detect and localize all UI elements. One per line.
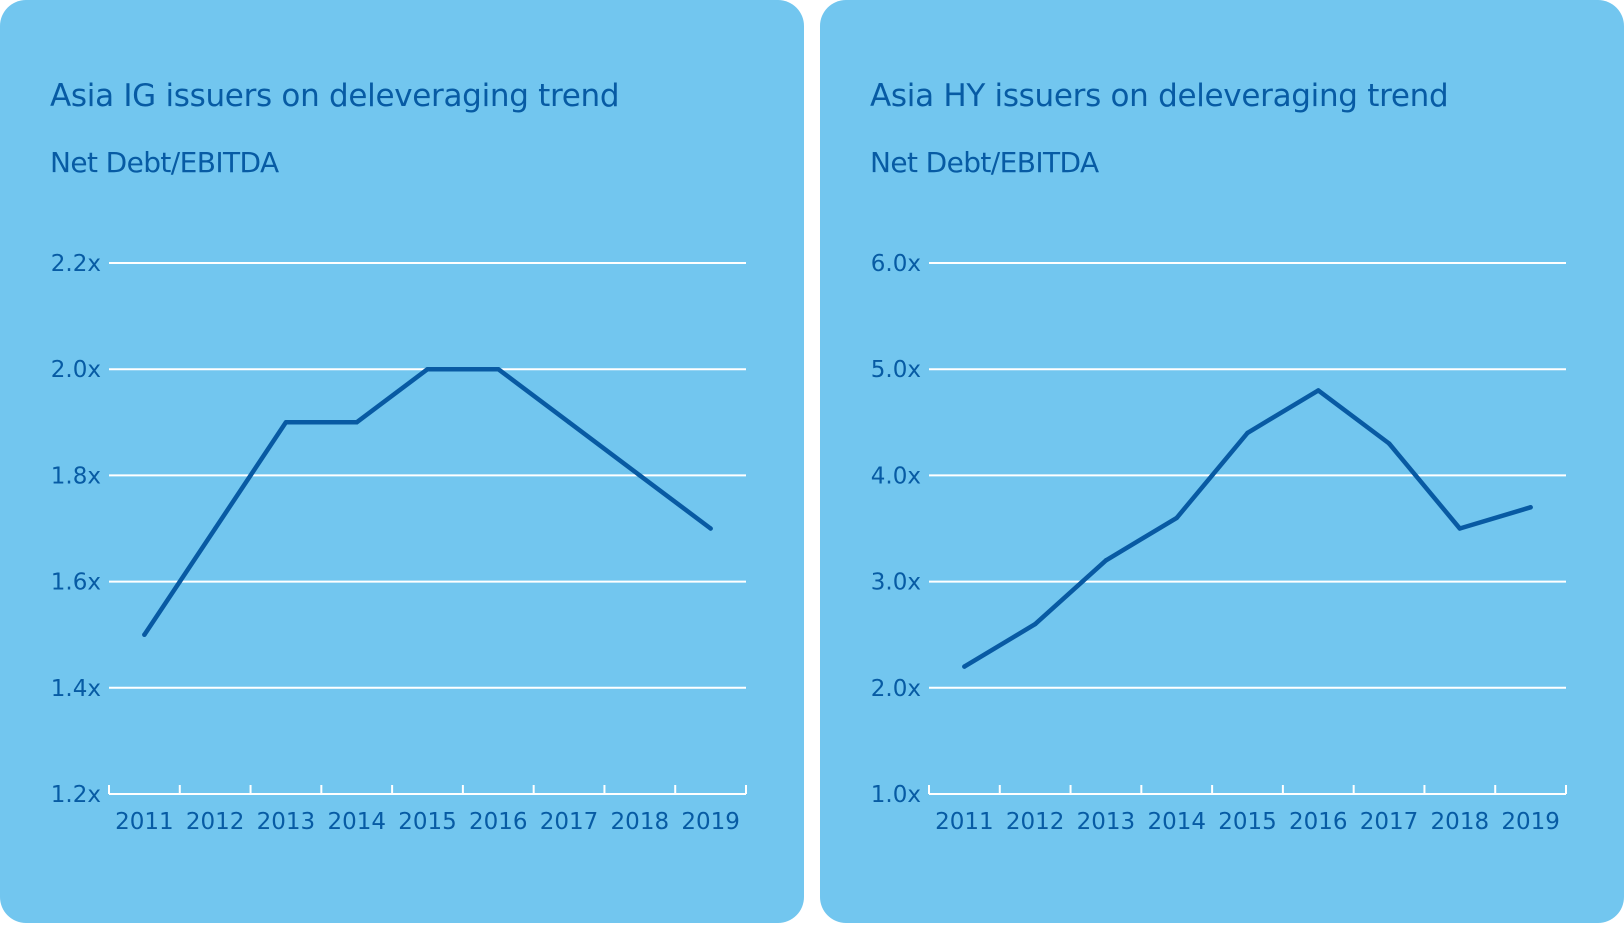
x-tick-label: 2018 (611, 809, 670, 835)
x-tick-label: 2019 (681, 809, 740, 835)
x-tick-label: 2017 (540, 809, 599, 835)
data-point (1103, 558, 1109, 563)
data-point (425, 367, 430, 372)
data-point (1032, 621, 1038, 627)
hy-chart-panel: Asia HY issuers on deleveraging trend Ne… (820, 0, 1624, 923)
y-tick-label: 1.6x (51, 570, 101, 596)
x-tick-label: 2015 (398, 809, 457, 835)
data-point (1386, 441, 1392, 446)
y-tick-label: 5.0x (871, 357, 921, 383)
x-tick-label: 2019 (1501, 809, 1560, 835)
y-tick-label: 4.0x (871, 463, 921, 489)
y-tick-label: 2.0x (51, 357, 101, 383)
x-tick-label: 2015 (1218, 809, 1277, 835)
y-tick-label: 1.2x (51, 782, 101, 808)
y-tick-label: 1.8x (51, 463, 101, 489)
data-point (566, 420, 572, 425)
y-tick-label: 1.4x (51, 676, 101, 702)
data-point (1457, 526, 1463, 531)
ig-chart-panel: Asia IG issuers on deleveraging trend Ne… (0, 0, 804, 923)
y-tick-label: 3.0x (871, 570, 921, 596)
x-tick-label: 2011 (935, 809, 994, 835)
x-tick-label: 2016 (469, 809, 528, 835)
x-tick-label: 2016 (1289, 809, 1348, 835)
chart-subtitle: Net Debt/EBITDA (870, 146, 1099, 179)
y-tick-label: 6.0x (871, 251, 921, 277)
x-tick-label: 2013 (1077, 809, 1136, 835)
x-tick-label: 2012 (186, 809, 245, 835)
chart-title: Asia HY issuers on deleveraging trend (870, 78, 1449, 114)
data-point (1245, 430, 1250, 436)
data-point (496, 367, 501, 372)
data-point (283, 420, 289, 425)
x-tick-label: 2014 (1147, 809, 1206, 835)
data-point (1174, 515, 1179, 521)
y-tick-label: 2.2x (51, 251, 101, 277)
data-point (142, 632, 147, 637)
data-point (1528, 505, 1533, 510)
x-tick-label: 2012 (1006, 809, 1065, 835)
chart-title: Asia IG issuers on deleveraging trend (50, 78, 620, 114)
data-point (212, 526, 218, 531)
y-tick-label: 2.0x (871, 676, 921, 702)
x-tick-label: 2013 (257, 809, 316, 835)
data-point (708, 526, 713, 531)
x-tick-label: 2018 (1431, 809, 1490, 835)
ig-line-chart: 1.2x 1.4x 1.6x 1.8x 2.0x 2.2x 2011 2012 2013 2014… (51, 251, 747, 835)
hy-line-chart: 1.0x 2.0x 3.0x 4.0x 5.0x 6.0x 2011 2012 2013 2014… (871, 251, 1567, 835)
data-point (354, 420, 359, 425)
x-tick-label: 2017 (1360, 809, 1419, 835)
x-tick-label: 2011 (115, 809, 174, 835)
data-point (637, 473, 643, 478)
data-point (1316, 388, 1321, 393)
data-point (962, 664, 967, 669)
y-tick-label: 1.0x (871, 782, 921, 808)
series-line (142, 366, 713, 637)
chart-subtitle: Net Debt/EBITDA (50, 146, 279, 179)
x-tick-label: 2014 (327, 809, 386, 835)
